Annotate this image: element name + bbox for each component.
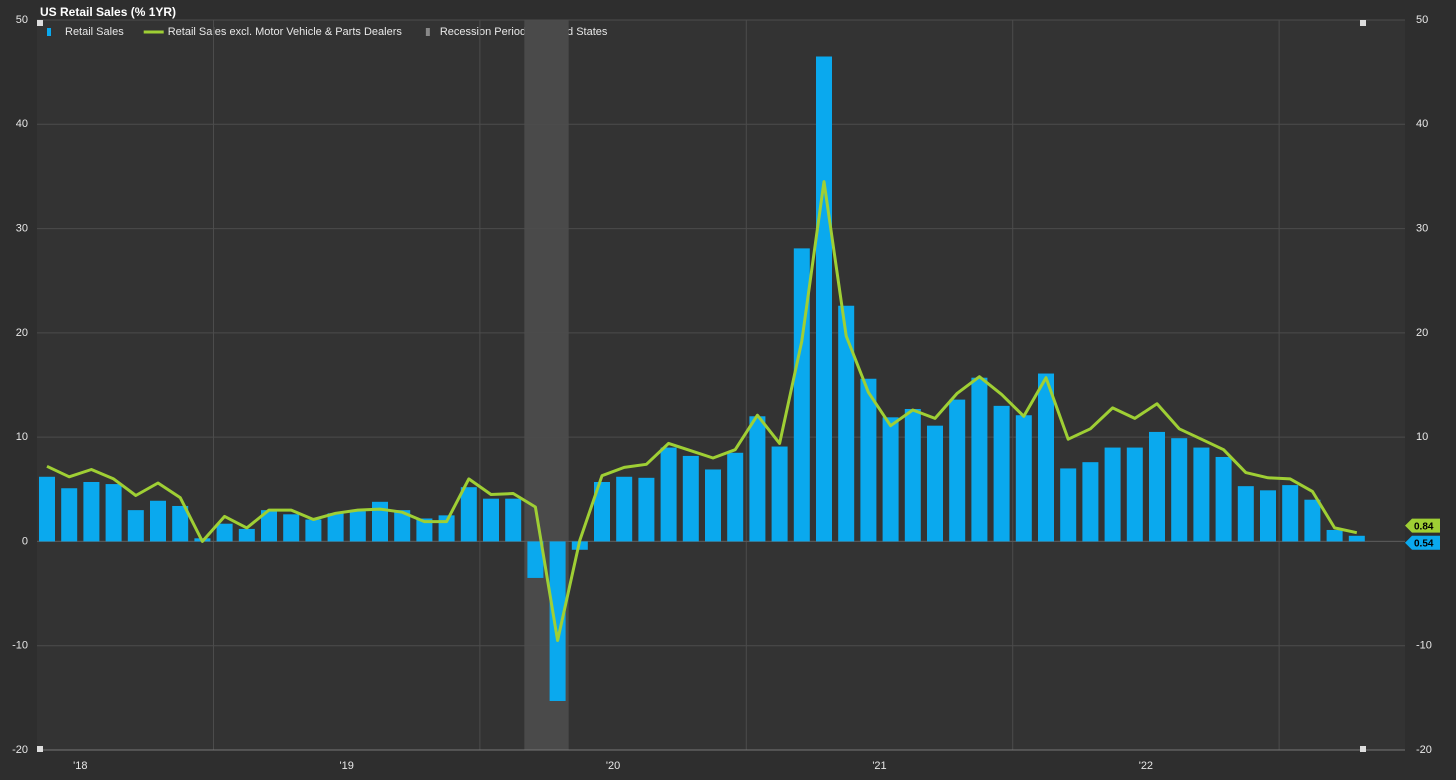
bar — [882, 417, 899, 542]
y-tick-label: 0 — [22, 535, 28, 547]
bar — [1348, 535, 1365, 542]
bar — [1082, 462, 1099, 542]
x-tick-label: '18 — [73, 760, 87, 772]
bar — [616, 476, 633, 542]
y2-tick-label: 20 — [1416, 327, 1428, 339]
corner-marker — [1360, 746, 1366, 752]
bar — [105, 484, 122, 542]
bar — [594, 481, 610, 542]
y2-tick-label: 10 — [1416, 431, 1428, 443]
y2-tick-label: 30 — [1416, 222, 1428, 234]
bar — [483, 498, 499, 542]
y-tick-label: 30 — [16, 222, 28, 234]
bar — [39, 476, 55, 542]
line — [46, 180, 1358, 642]
bar — [1171, 438, 1188, 542]
plot-area — [37, 20, 1405, 750]
bar — [1215, 456, 1232, 542]
x-tick-label: '20 — [606, 760, 620, 772]
bar — [83, 481, 100, 542]
x-tick-label: '22 — [1139, 760, 1153, 772]
bar — [1282, 485, 1299, 542]
bar — [1038, 373, 1054, 542]
corner-marker — [37, 746, 43, 752]
y2-tick-label: -20 — [1416, 744, 1432, 756]
y-tick-label: 10 — [16, 431, 28, 443]
bar — [1260, 490, 1276, 542]
bar — [1104, 447, 1121, 542]
bar — [549, 541, 566, 701]
bar — [61, 488, 78, 542]
y-tick-label: 20 — [16, 327, 28, 339]
bar — [1126, 447, 1143, 542]
bar — [927, 425, 943, 542]
bar — [949, 399, 966, 542]
y-tick-label: 40 — [16, 118, 28, 130]
end-badge — [1405, 518, 1440, 533]
bar — [705, 469, 721, 542]
y-tick-label: 50 — [16, 14, 28, 26]
end-value-label: 0.54 — [1414, 538, 1434, 549]
bar — [1326, 529, 1343, 542]
legend-swatch — [425, 28, 430, 36]
bar — [305, 519, 322, 542]
legend-label: Retail Sales excl. Motor Vehicle & Parts… — [168, 26, 403, 38]
bar — [238, 528, 255, 542]
bar — [1149, 431, 1165, 542]
bar — [1304, 499, 1321, 542]
bar — [771, 446, 788, 542]
y2-tick-label: -10 — [1416, 640, 1432, 652]
bar — [349, 511, 366, 542]
bar — [749, 416, 766, 542]
bar — [394, 510, 411, 542]
bar — [971, 377, 988, 542]
y2-tick-label: 50 — [1416, 14, 1428, 26]
bar — [660, 447, 677, 542]
bar — [216, 523, 233, 542]
bar — [638, 477, 655, 542]
corner-marker — [37, 20, 43, 26]
bar — [416, 518, 433, 542]
bar — [283, 514, 300, 542]
end-badge — [1405, 535, 1440, 550]
y-tick-label: -20 — [12, 744, 28, 756]
bar — [1193, 447, 1210, 542]
legend-label: Retail Sales — [65, 26, 124, 38]
bar — [327, 513, 344, 542]
legend-label: Recession Periods - United States — [440, 26, 608, 38]
bar — [1060, 468, 1077, 542]
bar — [838, 305, 855, 542]
bar — [682, 455, 699, 542]
bar — [372, 501, 388, 542]
bar — [904, 408, 921, 542]
bar — [127, 510, 144, 542]
y2-tick-label: 40 — [1416, 118, 1428, 130]
bar — [816, 56, 832, 542]
x-tick-label: '21 — [872, 760, 886, 772]
x-tick-label: '19 — [340, 760, 354, 772]
bar — [460, 487, 477, 542]
bar — [993, 405, 1010, 542]
end-value-label: 0.84 — [1414, 521, 1434, 532]
bar — [172, 505, 189, 542]
bar — [505, 498, 522, 542]
bar — [150, 500, 166, 542]
bar — [727, 452, 744, 542]
chart-title: US Retail Sales (% 1YR) — [40, 5, 176, 19]
bar — [261, 510, 277, 542]
corner-marker — [1360, 20, 1366, 26]
bar — [1015, 415, 1032, 542]
legend-swatch — [47, 28, 51, 36]
bar — [1237, 486, 1254, 542]
bar — [527, 541, 544, 578]
y-tick-label: -10 — [12, 640, 28, 652]
bar — [860, 378, 877, 542]
